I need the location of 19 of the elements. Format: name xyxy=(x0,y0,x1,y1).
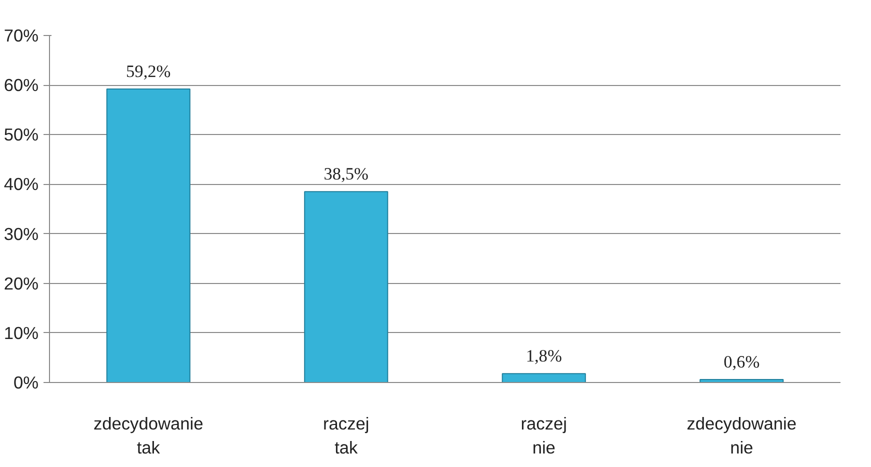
bar xyxy=(502,373,586,382)
y-tick-label: 40% xyxy=(4,174,39,194)
y-tick-label: 0% xyxy=(13,372,38,392)
y-tick-label: 50% xyxy=(4,124,39,145)
data-label: 0,6% xyxy=(724,352,760,372)
data-label: 38,5% xyxy=(324,164,369,184)
data-label: 1,8% xyxy=(526,346,562,366)
x-tick-label: zdecydowanie tak xyxy=(93,414,204,458)
y-tick-label: 70% xyxy=(4,26,39,46)
y-tick-label: 10% xyxy=(4,322,39,343)
y-tick-label: 20% xyxy=(4,273,39,294)
x-tick-label: raczej tak xyxy=(323,414,370,458)
bar xyxy=(304,191,388,382)
x-tick-label: raczej nie xyxy=(520,414,567,458)
y-tick-label: 60% xyxy=(4,75,39,96)
x-tick-label: zdecydowanie nie xyxy=(686,414,797,458)
bar xyxy=(106,88,190,382)
data-label: 59,2% xyxy=(126,62,171,82)
y-tick-label: 30% xyxy=(4,224,39,244)
